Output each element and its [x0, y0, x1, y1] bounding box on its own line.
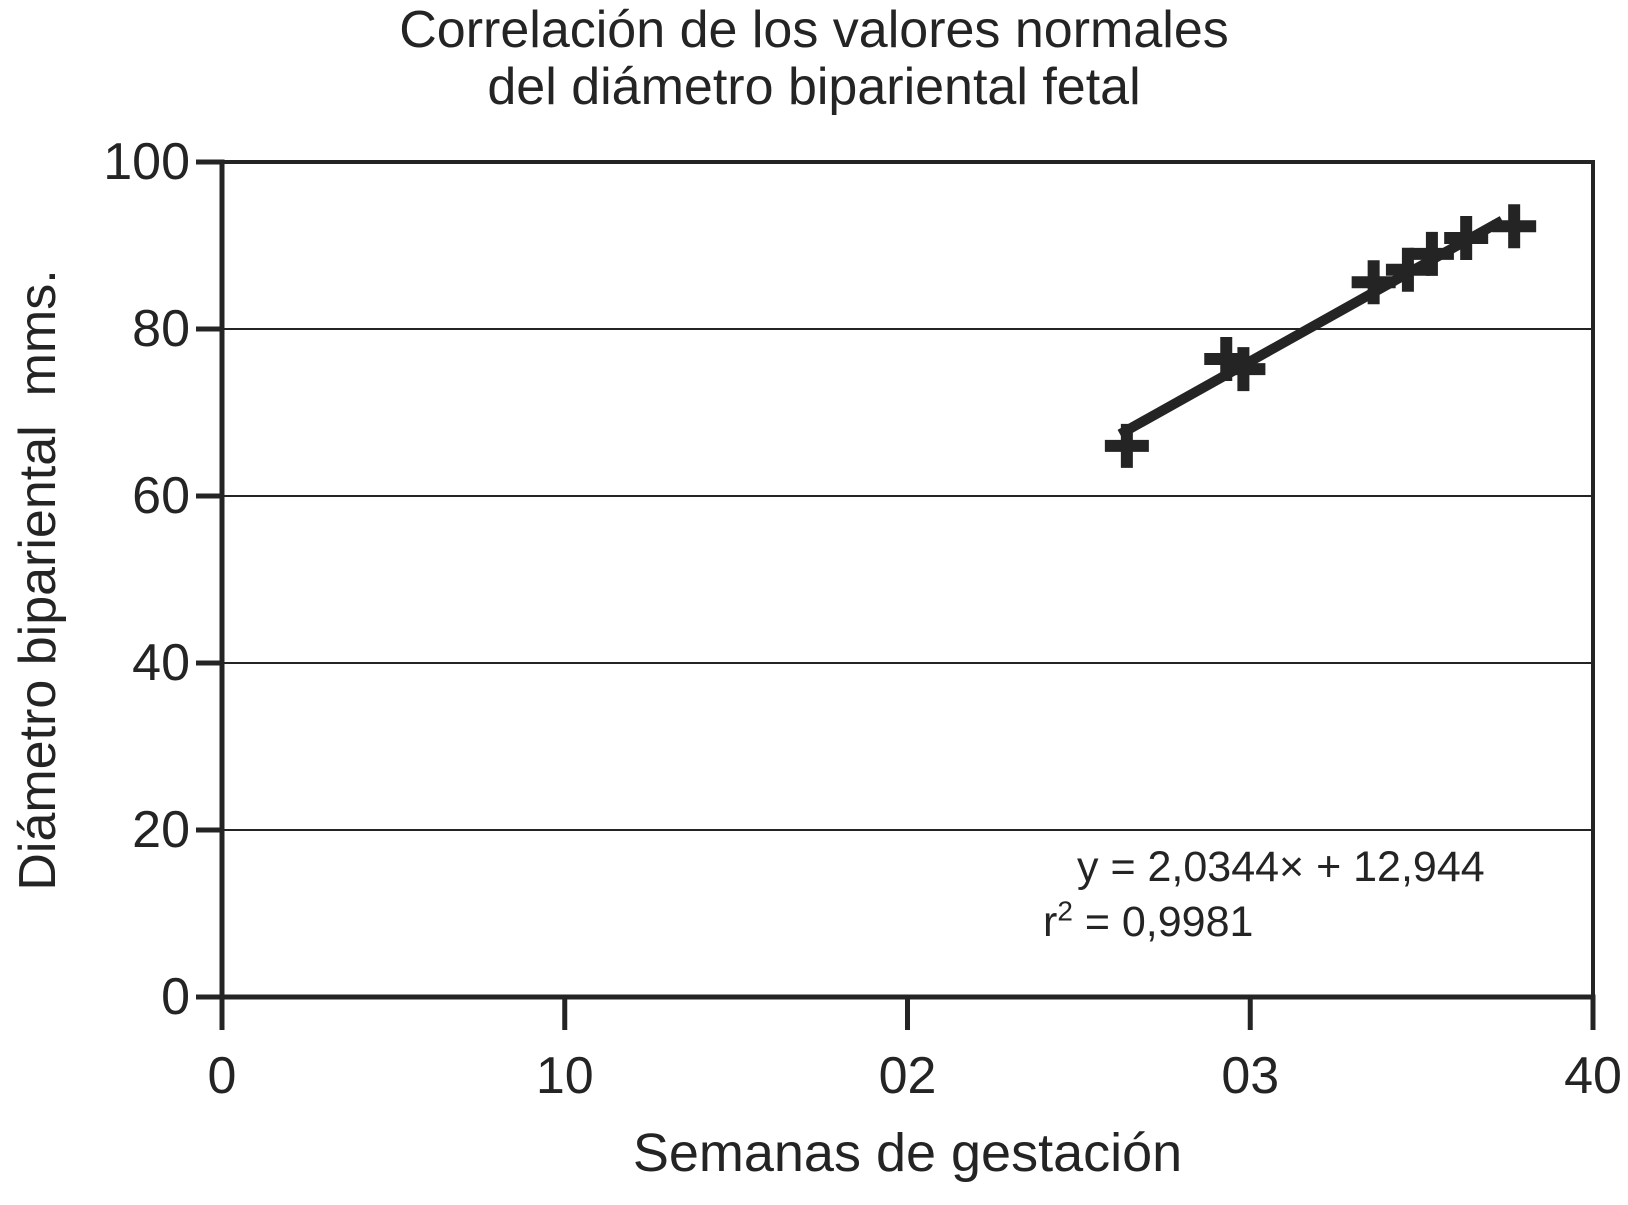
r-squared-text: r2 = 0,9981: [1043, 895, 1485, 950]
x-tick-label: 0: [207, 1047, 237, 1105]
y-tick-label: 20: [132, 801, 190, 859]
y-tick-label: 0: [161, 968, 190, 1026]
x-tick-label: 40: [1564, 1047, 1622, 1105]
r-squared-sup: 2: [1057, 895, 1073, 927]
trendline-equation: y = 2,0344× + 12,944 r2 = 0,9981: [1043, 840, 1485, 950]
y-tick-label: 100: [103, 133, 190, 191]
x-tick-label: 03: [1221, 1047, 1280, 1105]
chart-title-line2: del diámetro bipariental fetal: [487, 58, 1141, 116]
r-squared-base: r: [1043, 898, 1058, 946]
chart-title-line1: Correlación de los valores normales: [399, 1, 1229, 59]
y-tick-label: 80: [132, 300, 190, 358]
y-tick-label: 60: [132, 467, 190, 525]
x-tick-label: 10: [535, 1047, 594, 1105]
x-axis-title: Semanas de gestación: [632, 1123, 1183, 1183]
equation-text: y = 2,0344× + 12,944: [1077, 843, 1485, 891]
y-tick-label: 40: [132, 634, 190, 692]
chart-title: Correlación de los valores normales del …: [0, 2, 1628, 116]
r-squared-rest: = 0,9981: [1072, 898, 1254, 946]
x-tick-label: 02: [878, 1047, 937, 1105]
y-axis-title: Diámetro bipariental mms.: [9, 269, 67, 891]
